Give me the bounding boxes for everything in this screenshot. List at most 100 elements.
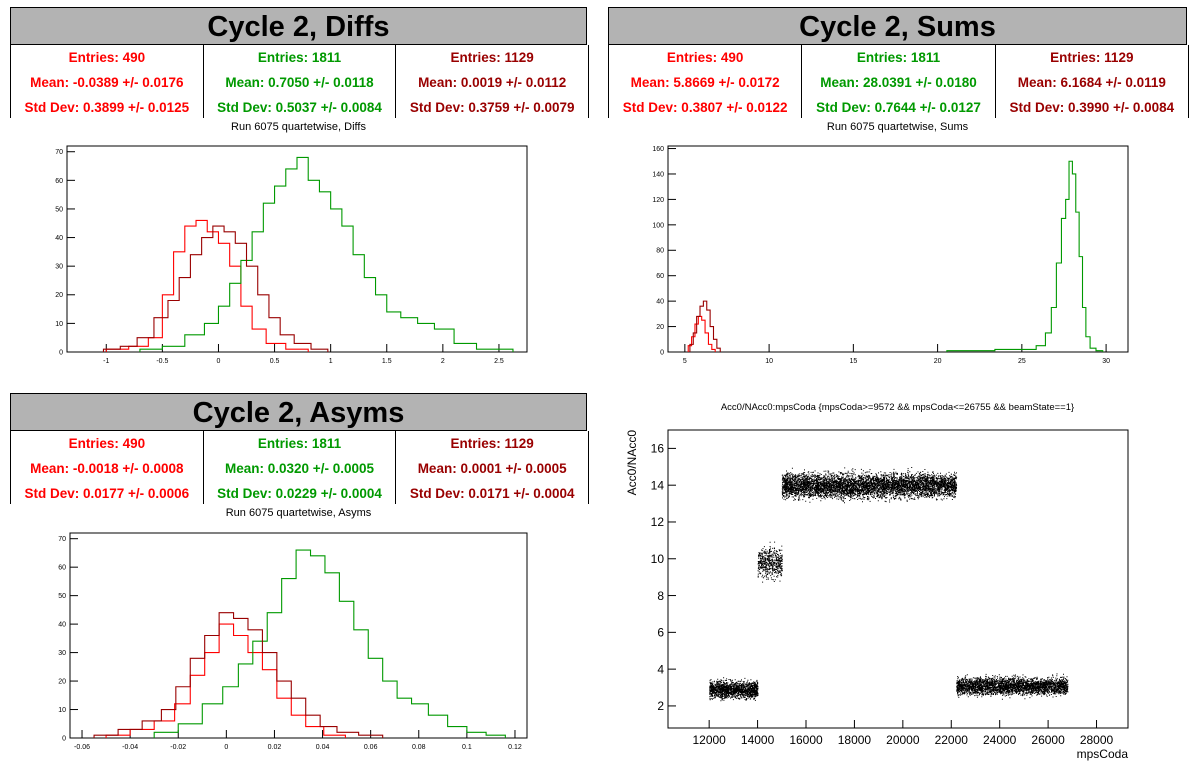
y-tick-label: 50 [58,593,66,600]
diffs-stats: Entries: 490 Mean: -0.0389 +/- 0.0176 St… [10,45,589,118]
x-tick-label: 16000 [789,733,823,747]
x-axis-label: mpsCoda [1077,747,1129,761]
x-tick-label: 10 [765,358,773,365]
entries-label: Entries: 1129 [450,436,534,451]
x-tick-label: -0.02 [170,744,186,751]
y-tick-label: 80 [656,248,664,255]
x-tick-label: 18000 [838,733,872,747]
x-tick-label: 0 [224,744,228,751]
diffs-title: Cycle 2, Diffs [10,7,587,45]
y-tick-label: 40 [55,235,63,242]
y-tick-label: 40 [656,299,664,306]
mean-label: Mean: -0.0018 +/- 0.0008 [30,461,184,476]
x-tick-label: 0.5 [270,358,280,365]
x-tick-label: 15 [849,358,857,365]
sums-histogram: 5 10 15 20 25 30 0 20 40 60 80 100 120 140 160 [652,145,1129,365]
std-label: Std Dev: 0.5037 +/- 0.0084 [217,100,382,115]
mean-label: Mean: 0.0019 +/- 0.0112 [418,75,567,90]
plot-frame [66,145,528,353]
diffs-stat-box-maroon: Entries: 1129 Mean: 0.0019 +/- 0.0112 St… [396,45,588,118]
histogram-series-maroon [689,300,721,352]
entries-label: Entries: 1811 [856,50,941,65]
x-tick-label: -0.06 [74,744,90,751]
std-label: Std Dev: 0.0229 +/- 0.0004 [217,486,382,501]
entries-label: Entries: 490 [68,50,146,65]
asyms-stats: Entries: 490 Mean: -0.0018 +/- 0.0008 St… [10,431,589,504]
std-label: Std Dev: 0.3990 +/- 0.0084 [1009,100,1175,115]
y-tick-label: 100 [652,222,664,229]
entries-label: Entries: 1129 [1050,50,1134,65]
x-tick-label: 22000 [935,733,969,747]
x-tick-label: -0.04 [122,744,138,751]
plot-frame [69,532,528,739]
asyms-stat-box-maroon: Entries: 1129 Mean: 0.0001 +/- 0.0005 St… [396,431,588,504]
y-tick-label: 10 [58,707,66,714]
asyms-title: Cycle 2, Asyms [10,393,587,431]
scatter-points [709,467,1069,702]
x-tick-label: -1 [103,358,109,365]
x-tick-label: 28000 [1080,733,1114,747]
y-tick-label: 160 [652,146,664,153]
plot-frame [667,429,1129,729]
y-tick-label: 140 [652,171,664,178]
scatter-plot: 12000 14000 16000 18000 20000 22000 24000 26000… [625,429,1129,761]
mean-label: Mean: 28.0391 +/- 0.0180 [820,75,977,90]
x-tick-label: 12000 [692,733,726,747]
mean-label: Mean: 0.7050 +/- 0.0118 [225,75,374,90]
scatter-title: Acc0/NAcc0:mpsCoda {mpsCoda>=9572 && mps… [720,402,1075,413]
entries-label: Entries: 1811 [257,50,342,65]
y-tick-label: 60 [656,273,664,280]
x-tick-label: 25 [1018,358,1026,365]
y-tick-label: 30 [58,650,66,657]
std-label: Std Dev: 0.3899 +/- 0.0125 [24,100,190,115]
histogram-series-maroon [102,225,329,352]
y-tick-label: 0 [660,349,664,356]
y-tick-label: 16 [651,442,665,456]
y-tick-label: 12 [651,515,665,529]
y-tick-label: 60 [58,565,66,572]
x-tick-label: 1 [329,358,333,365]
asyms-stat-box-red: Entries: 490 Mean: -0.0018 +/- 0.0008 St… [11,431,204,504]
std-label: Std Dev: 0.0177 +/- 0.0006 [24,486,190,501]
diffs-stat-box-red: Entries: 490 Mean: -0.0389 +/- 0.0176 St… [11,45,204,118]
entries-label: Entries: 490 [666,50,744,65]
x-tick-label: 20 [934,358,942,365]
diffs-histogram: -1 -0.5 0 0.5 1 1.5 2 2.5 0 10 20 30 40 50 60 70 [55,145,528,365]
y-tick-label: 70 [55,149,63,156]
y-tick-label: 60 [55,178,63,185]
sums-stats: Entries: 490 Mean: 5.8669 +/- 0.0172 Std… [608,45,1189,118]
x-tick-label: 2 [441,358,445,365]
x-tick-label: 0.12 [508,744,522,751]
y-tick-label: 14 [651,478,665,492]
y-tick-label: 30 [55,264,63,271]
y-tick-label: 20 [55,292,63,299]
x-tick-label: 0.08 [412,744,426,751]
x-tick-label: -0.5 [156,358,168,365]
y-tick-label: 120 [652,197,664,204]
sums-stat-box-maroon: Entries: 1129 Mean: 6.1684 +/- 0.0119 St… [996,45,1188,118]
y-tick-label: 0 [59,349,63,356]
plot-frame [667,145,1129,353]
sums-title: Cycle 2, Sums [608,7,1187,45]
std-label: Std Dev: 0.3807 +/- 0.0122 [622,100,788,115]
asyms-stat-box-green: Entries: 1811 Mean: 0.0320 +/- 0.0005 St… [204,431,397,504]
x-tick-label: 5 [683,358,687,365]
mean-label: Mean: 0.0001 +/- 0.0005 [417,461,567,476]
histogram-series-maroon [93,612,384,738]
x-tick-label: 0.02 [268,744,282,751]
histogram-series-green [139,156,514,352]
entries-label: Entries: 490 [68,436,146,451]
x-tick-label: 0.06 [364,744,378,751]
histogram-series-green [153,549,506,738]
x-tick-label: 24000 [983,733,1017,747]
mean-label: Mean: -0.0389 +/- 0.0176 [30,75,184,90]
histogram-series-green [946,160,1104,352]
asyms-histogram: -0.06 -0.04 -0.02 0 0.02 0.04 0.06 0.08 0.1 0.12 0… [58,532,528,751]
y-tick-label: 6 [657,626,664,640]
mean-label: Mean: 6.1684 +/- 0.0119 [1017,75,1166,90]
diffs-stat-box-green: Entries: 1811 Mean: 0.7050 +/- 0.0118 St… [204,45,397,118]
y-tick-label: 70 [58,536,66,543]
std-label: Std Dev: 0.0171 +/- 0.0004 [409,486,575,501]
histogram-series-red [687,315,716,352]
diffs-subtitle: Run 6075 quartetwise, Diffs [231,121,366,133]
